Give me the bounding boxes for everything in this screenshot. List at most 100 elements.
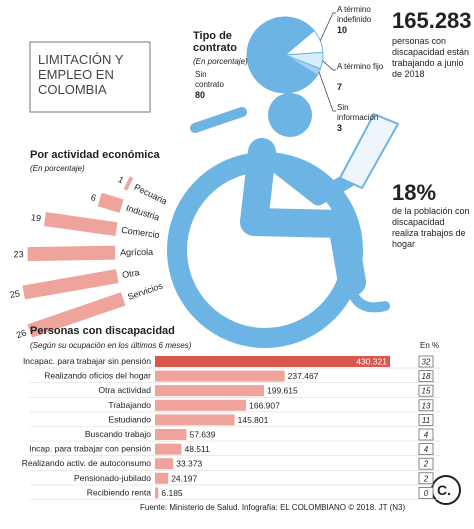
bar-label: Agrícola — [120, 247, 153, 258]
bar — [155, 399, 247, 411]
leader-line — [322, 60, 336, 71]
percent-box — [418, 472, 434, 485]
pie-subtitle: (En porcentaje) — [193, 57, 248, 66]
row-label: Trabajando — [108, 400, 151, 410]
row-label: Realizando oficios del hogar — [44, 371, 151, 381]
title: LIMITACIÓN Y EMPLEO EN COLOMBIA — [38, 52, 124, 97]
stat-number: 165.283 — [392, 8, 472, 33]
percent-box — [418, 443, 434, 455]
row-label: Otra actividad — [99, 385, 152, 395]
body — [240, 138, 366, 296]
bar-value: 33.373 — [176, 459, 202, 469]
footrest — [347, 287, 390, 313]
row-label: Pensionado-jubilado — [74, 473, 151, 483]
percent-value: 13 — [422, 401, 431, 410]
laptop — [338, 112, 400, 190]
bar — [155, 429, 187, 440]
head — [268, 93, 312, 137]
bar-value: 26 — [15, 328, 28, 341]
pie-label: A término indefinido — [337, 5, 372, 24]
pie-value: 80 — [195, 90, 206, 100]
percent-box — [418, 428, 434, 441]
bar-value: 145.801 — [238, 415, 269, 425]
bar-label: Otra — [121, 267, 140, 280]
stat-text: personas con discapacidad están trabajan… — [392, 36, 470, 79]
percent-value: 32 — [422, 358, 431, 367]
row-label: Recibiendo renta — [87, 487, 152, 497]
bar — [27, 245, 116, 262]
occupation-subtitle: (Según su ocupación en los últimos 6 mes… — [30, 341, 192, 350]
bar-value: 57.639 — [189, 430, 215, 440]
source: Fuente: Ministerio de Salud. Infografía:… — [140, 503, 406, 512]
bar — [155, 487, 159, 499]
logo: C. — [437, 482, 451, 498]
fan-row: Otra 25 — [9, 267, 140, 300]
bar-value: 430.321 — [356, 357, 387, 367]
bar — [155, 443, 182, 455]
percent-box — [418, 355, 434, 368]
bar-label: Pecuaria — [132, 182, 168, 207]
bar-value: 24.197 — [171, 473, 197, 483]
percent-value: 11 — [422, 416, 430, 425]
handle — [190, 107, 247, 133]
bar — [155, 356, 390, 367]
stat-text: de la población con discapacidad realiza… — [392, 206, 470, 249]
row-label: Buscando trabajo — [85, 429, 151, 439]
bar — [155, 414, 235, 426]
fan-row: Pecuaria 1 — [116, 174, 168, 207]
percent-header: En % — [420, 341, 440, 350]
bar-value: 19 — [30, 212, 41, 223]
pie-label: A término fijo — [337, 62, 384, 71]
pie-value: 3 — [337, 123, 343, 133]
bar — [27, 292, 126, 338]
bar-label: Servicios — [126, 280, 164, 302]
activity-subtitle: (En porcentaje) — [30, 164, 85, 173]
bar-value: 6 — [90, 192, 98, 203]
percent-box — [418, 370, 434, 382]
bar — [155, 370, 285, 382]
title-box — [29, 41, 151, 113]
percent-box — [418, 399, 434, 412]
percent-box — [418, 487, 434, 499]
percent-value: 2 — [423, 460, 429, 469]
bar-value: 48.511 — [184, 444, 210, 454]
bar-value: 1 — [116, 174, 125, 185]
bar — [123, 176, 134, 191]
percent-box — [418, 457, 434, 470]
pie-label: Sin información — [337, 103, 379, 122]
bar — [43, 212, 118, 237]
bar-value: 25 — [9, 288, 21, 300]
percent-box — [418, 384, 434, 397]
bar-value: 23 — [14, 249, 24, 259]
row-label: Incap. para trabajar con pensión — [29, 444, 151, 454]
wheelchair-figure — [167, 107, 390, 348]
bar — [155, 385, 265, 397]
pie-slice — [246, 16, 318, 94]
bar — [97, 192, 124, 213]
percent-value: 4 — [424, 431, 429, 440]
stat-number: 18% — [392, 180, 437, 205]
percent-box — [418, 414, 434, 426]
bar-value: 6.185 — [161, 488, 183, 498]
pie-value: 7 — [337, 82, 343, 92]
pie-title: Tipo de contrato — [193, 30, 237, 54]
activity-title: Por actividad económica — [30, 149, 160, 161]
row-label: Estudiando — [108, 414, 151, 424]
fan-row: Agrícola 23 — [14, 245, 153, 262]
bar — [22, 269, 119, 300]
percent-value: 4 — [424, 445, 429, 454]
leader-line — [318, 71, 336, 112]
percent-value: 18 — [422, 372, 431, 381]
bar — [155, 458, 174, 470]
bar-label: Comercio — [121, 225, 161, 240]
occupation-title: Personas con discapacidad — [30, 325, 175, 337]
bar — [155, 472, 169, 484]
percent-value: 0 — [424, 489, 429, 498]
row-label: Realizando activ. de autoconsumo — [22, 458, 152, 468]
bar-value: 199.615 — [267, 386, 298, 396]
percent-value: 2 — [423, 474, 429, 483]
percent-value: 15 — [422, 387, 431, 396]
pie-value: 10 — [337, 25, 348, 35]
